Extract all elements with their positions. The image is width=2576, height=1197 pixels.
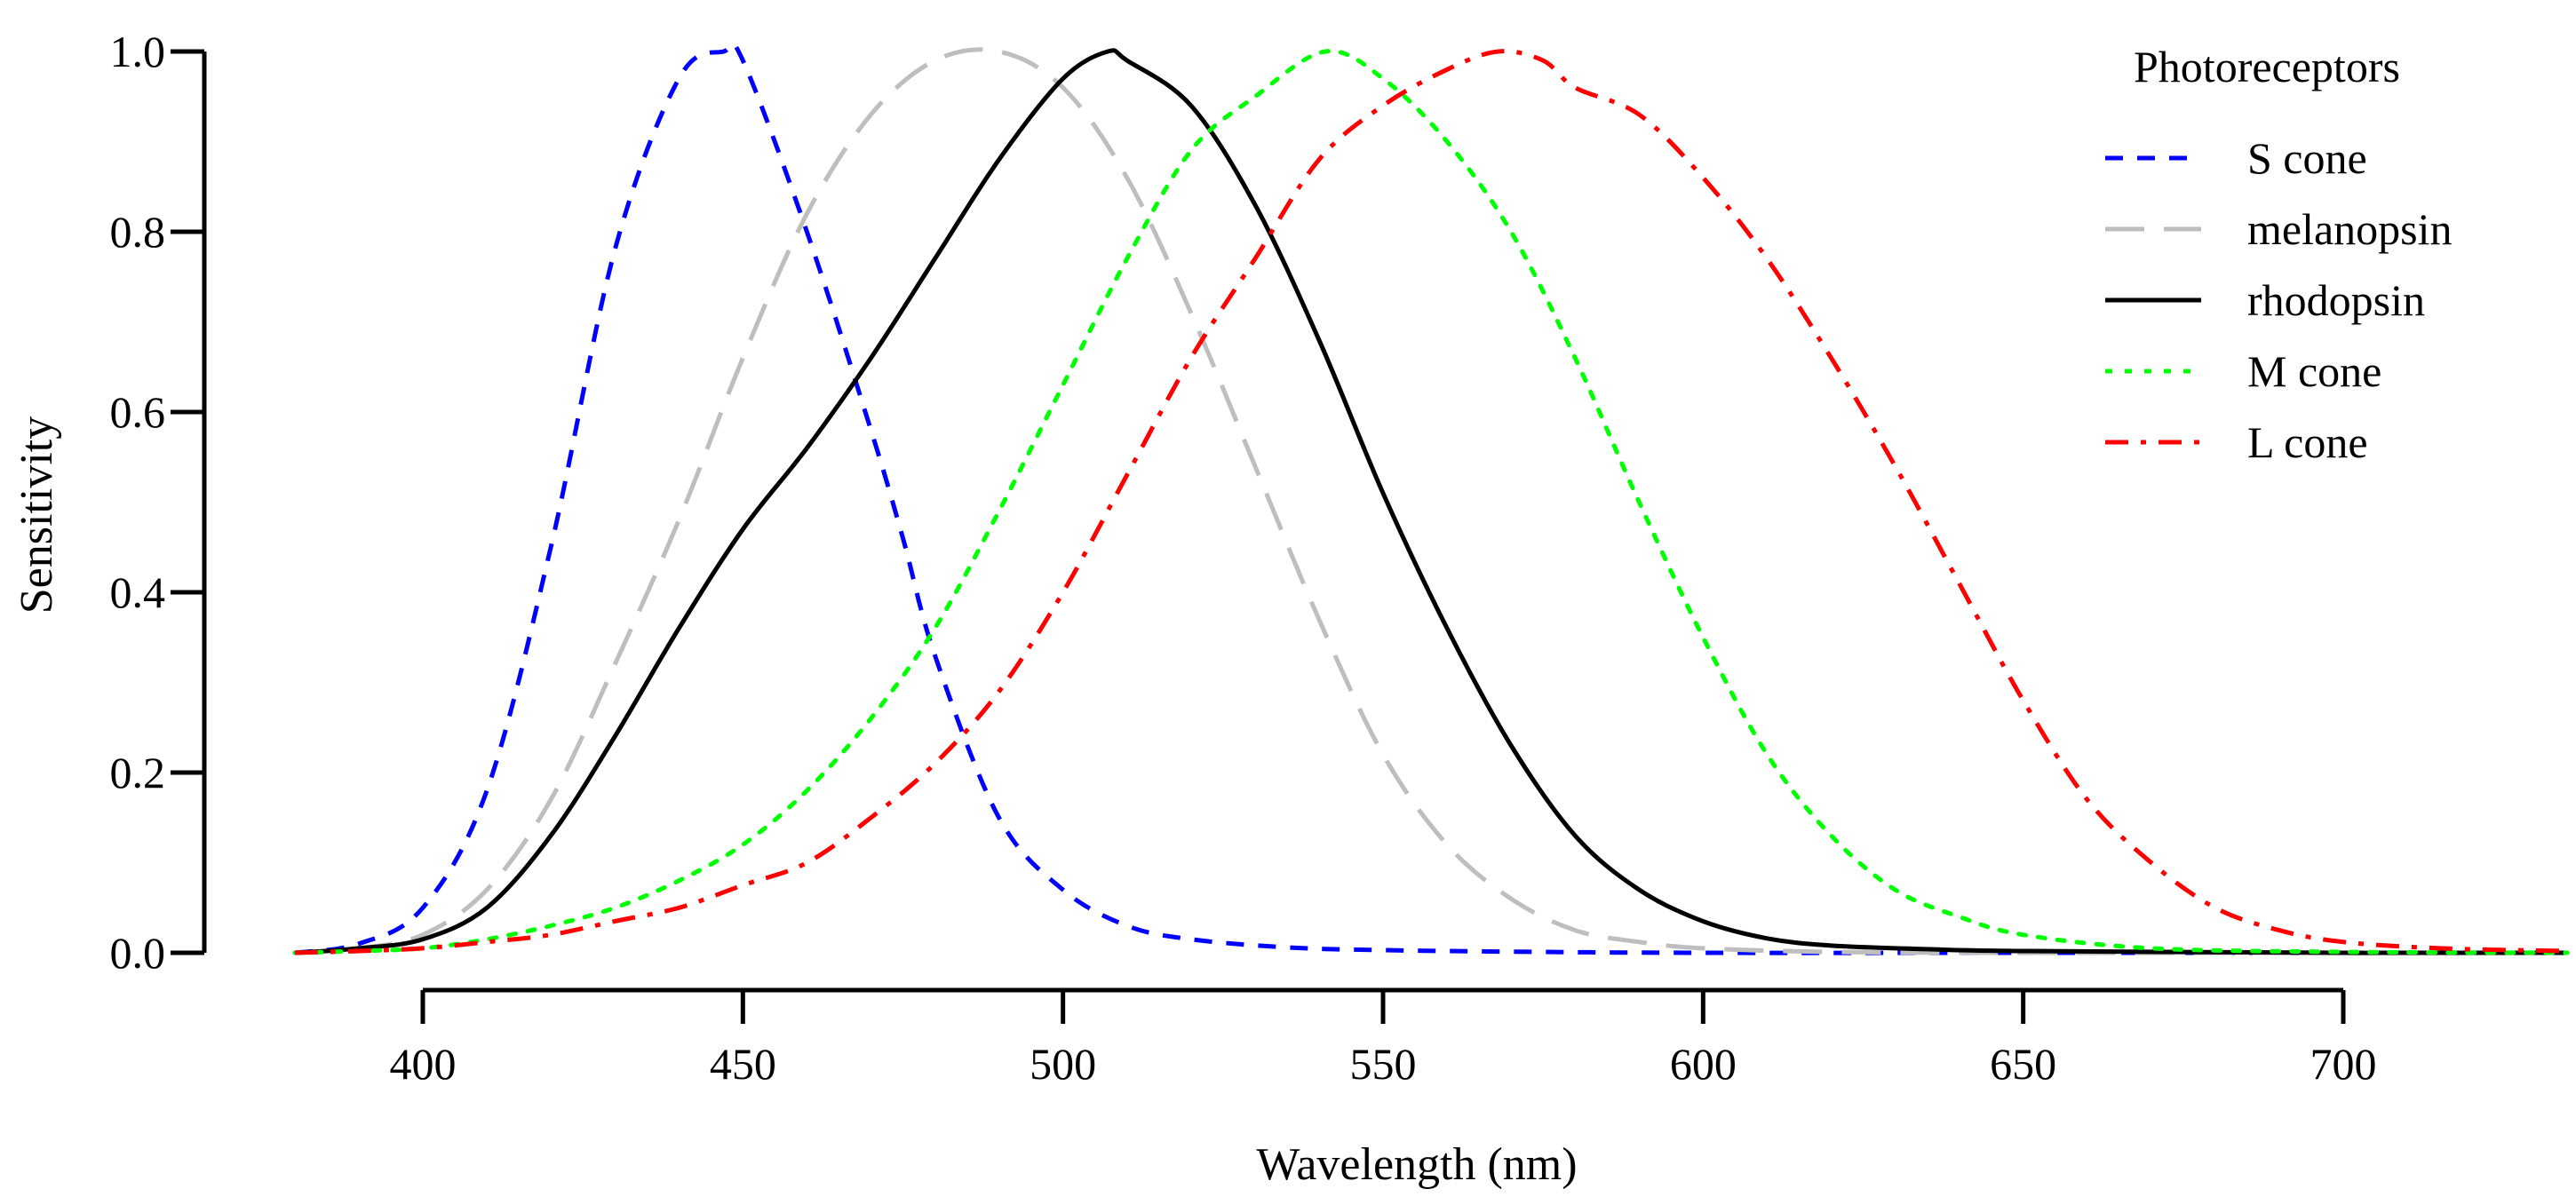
series-line-m-cone <box>292 49 2570 955</box>
x-tick-label: 400 <box>390 1039 457 1089</box>
y-tick-label: 1.0 <box>110 27 166 76</box>
x-axis: 400 450 500 550 600 650 700 <box>390 987 2377 1089</box>
series-layer <box>292 41 2570 955</box>
series-line-l-cone <box>294 49 2568 955</box>
legend-label-s-cone: S cone <box>2247 133 2367 183</box>
legend-label-l-cone: L cone <box>2247 417 2368 467</box>
legend-title: Photoreceptors <box>2134 42 2400 91</box>
y-axis-title: Sensitivity <box>12 416 62 614</box>
legend-label-m-cone: M cone <box>2247 346 2381 396</box>
y-tick-label: 0.6 <box>110 387 166 437</box>
legend: Photoreceptors S cone melanopsin rhodopsin… <box>2105 42 2453 467</box>
series-line-s-cone <box>294 41 2568 955</box>
x-tick-label: 500 <box>1030 1039 1096 1089</box>
legend-label-rhodopsin: rhodopsin <box>2247 275 2425 325</box>
x-axis-title: Wavelength (nm) <box>1256 1139 1577 1190</box>
legend-label-melanopsin: melanopsin <box>2247 204 2453 254</box>
y-tick-label: 0.8 <box>110 207 166 257</box>
x-tick-label: 600 <box>1670 1039 1737 1089</box>
x-tick-label: 550 <box>1350 1039 1417 1089</box>
y-tick-label: 0.4 <box>110 567 166 617</box>
y-axis: 0.0 0.2 0.4 0.6 0.8 1.0 <box>110 27 207 978</box>
x-tick-label: 450 <box>710 1039 776 1089</box>
series-line-rhodopsin <box>294 48 2568 955</box>
y-tick-label: 0.2 <box>110 748 166 797</box>
y-tick-label: 0.0 <box>110 928 166 978</box>
x-tick-label: 700 <box>2310 1039 2377 1089</box>
series-line-melanopsin <box>294 47 2568 955</box>
x-tick-label: 650 <box>1990 1039 2056 1089</box>
